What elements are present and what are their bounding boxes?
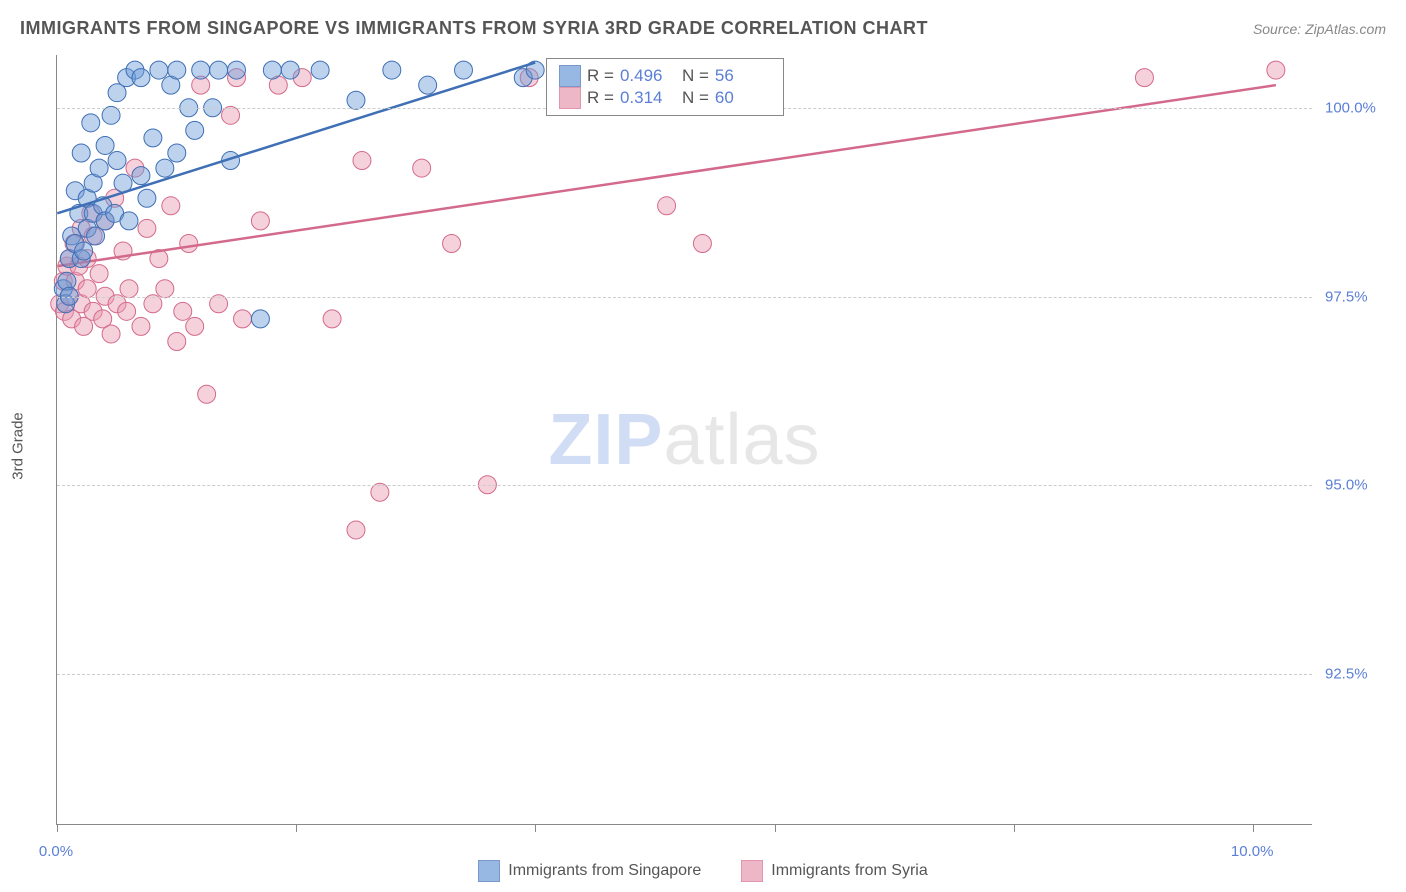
scatter-point-syria	[186, 317, 204, 335]
scatter-point-singapore	[281, 61, 299, 79]
n-value-singapore: 56	[715, 66, 771, 86]
scatter-point-singapore	[90, 159, 108, 177]
swatch-singapore-bottom	[478, 860, 500, 882]
scatter-point-syria	[102, 325, 120, 343]
legend-item-singapore: Immigrants from Singapore	[478, 860, 701, 882]
y-axis-title: 3rd Grade	[10, 412, 27, 480]
scatter-point-singapore	[156, 159, 174, 177]
scatter-point-syria	[180, 234, 198, 252]
scatter-point-singapore	[150, 61, 168, 79]
scatter-point-syria	[138, 219, 156, 237]
source-label: Source: ZipAtlas.com	[1253, 21, 1386, 37]
scatter-point-singapore	[138, 189, 156, 207]
scatter-point-singapore	[263, 61, 281, 79]
scatter-point-singapore	[132, 167, 150, 185]
r-value-syria: 0.314	[620, 88, 676, 108]
scatter-point-singapore	[132, 69, 150, 87]
scatter-point-syria	[353, 152, 371, 170]
scatter-point-syria	[90, 265, 108, 283]
scatter-point-singapore	[383, 61, 401, 79]
legend-correlation-box: R = 0.496 N = 56 R = 0.314 N = 60	[546, 58, 784, 116]
scatter-point-singapore	[186, 121, 204, 139]
scatter-point-syria	[233, 310, 251, 328]
scatter-point-syria	[1135, 69, 1153, 87]
scatter-point-syria	[323, 310, 341, 328]
x-tick	[57, 824, 58, 832]
x-tick	[1253, 824, 1254, 832]
scatter-point-syria	[156, 280, 174, 298]
scatter-point-syria	[1267, 61, 1285, 79]
x-tick-label: 10.0%	[1231, 843, 1274, 860]
x-tick	[535, 824, 536, 832]
scatter-point-syria	[174, 302, 192, 320]
gridline-h	[57, 485, 1312, 486]
scatter-point-singapore	[168, 144, 186, 162]
scatter-point-singapore	[102, 106, 120, 124]
legend-row-singapore: R = 0.496 N = 56	[559, 65, 771, 87]
scatter-point-singapore	[108, 152, 126, 170]
scatter-point-singapore	[419, 76, 437, 94]
scatter-point-singapore	[144, 129, 162, 147]
scatter-point-syria	[251, 212, 269, 230]
x-tick-label: 0.0%	[39, 843, 73, 860]
scatter-point-singapore	[72, 144, 90, 162]
scatter-point-singapore	[210, 61, 228, 79]
legend-bottom: Immigrants from Singapore Immigrants fro…	[0, 860, 1406, 882]
scatter-point-singapore	[347, 91, 365, 109]
y-tick-label: 97.5%	[1325, 288, 1368, 305]
gridline-h	[57, 297, 1312, 298]
scatter-point-singapore	[120, 212, 138, 230]
scatter-point-syria	[658, 197, 676, 215]
scatter-point-syria	[198, 385, 216, 403]
swatch-singapore	[559, 65, 581, 87]
y-tick-label: 100.0%	[1325, 99, 1376, 116]
scatter-point-syria	[222, 106, 240, 124]
y-tick-label: 95.0%	[1325, 477, 1368, 494]
scatter-point-singapore	[251, 310, 269, 328]
plot-area: ZIPatlas 92.5%95.0%97.5%100.0%	[56, 55, 1312, 825]
chart-svg	[57, 55, 1312, 824]
x-tick	[296, 824, 297, 832]
scatter-point-syria	[132, 317, 150, 335]
legend-label-singapore: Immigrants from Singapore	[508, 862, 701, 880]
scatter-point-syria	[118, 302, 136, 320]
legend-label-syria: Immigrants from Syria	[771, 862, 927, 880]
scatter-point-syria	[168, 333, 186, 351]
swatch-syria	[559, 87, 581, 109]
scatter-point-singapore	[228, 61, 246, 79]
scatter-point-singapore	[455, 61, 473, 79]
scatter-point-syria	[693, 234, 711, 252]
n-value-syria: 60	[715, 88, 771, 108]
gridline-h	[57, 674, 1312, 675]
scatter-point-syria	[347, 521, 365, 539]
scatter-point-singapore	[82, 114, 100, 132]
x-tick	[775, 824, 776, 832]
scatter-point-singapore	[192, 61, 210, 79]
r-value-singapore: 0.496	[620, 66, 676, 86]
chart-title: IMMIGRANTS FROM SINGAPORE VS IMMIGRANTS …	[20, 18, 928, 39]
scatter-point-singapore	[311, 61, 329, 79]
y-tick-label: 92.5%	[1325, 666, 1368, 683]
x-tick	[1014, 824, 1015, 832]
scatter-point-singapore	[168, 61, 186, 79]
legend-row-syria: R = 0.314 N = 60	[559, 87, 771, 109]
legend-item-syria: Immigrants from Syria	[741, 860, 927, 882]
scatter-point-singapore	[96, 136, 114, 154]
scatter-point-syria	[413, 159, 431, 177]
scatter-point-singapore	[75, 242, 93, 260]
scatter-point-syria	[162, 197, 180, 215]
scatter-point-syria	[120, 280, 138, 298]
scatter-point-syria	[443, 234, 461, 252]
scatter-point-syria	[78, 280, 96, 298]
swatch-syria-bottom	[741, 860, 763, 882]
